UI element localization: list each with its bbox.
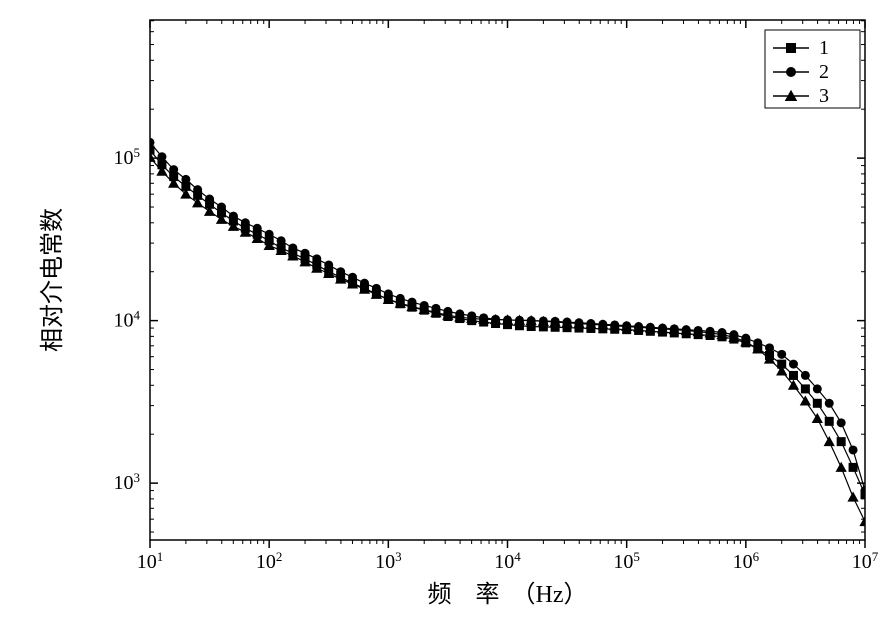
x-axis-label: 频 率 （Hz）	[428, 581, 588, 608]
x-tick-label: 103	[375, 549, 402, 574]
y-tick-label: 105	[114, 145, 141, 170]
dielectric-chart: 101 102 103 104 105 106 107 103 104 105 频 率 （Hz） 相对…	[0, 0, 880, 640]
legend-label: 1	[819, 37, 829, 59]
y-axis-label: 相对介电常数	[39, 208, 66, 352]
y-tick-label: 103	[114, 470, 141, 495]
plot-frame	[150, 20, 865, 540]
x-tick-label: 101	[137, 549, 164, 574]
x-tick-label: 105	[613, 549, 640, 574]
plot-area	[144, 138, 870, 526]
x-tick-label: 106	[733, 549, 760, 574]
legend-label: 3	[819, 85, 829, 107]
x-tick-label: 104	[494, 549, 521, 574]
legend-label: 2	[819, 61, 829, 83]
x-tick-label: 107	[852, 549, 879, 574]
x-tick-label: 102	[256, 549, 283, 574]
y-tick-label: 104	[114, 307, 141, 332]
